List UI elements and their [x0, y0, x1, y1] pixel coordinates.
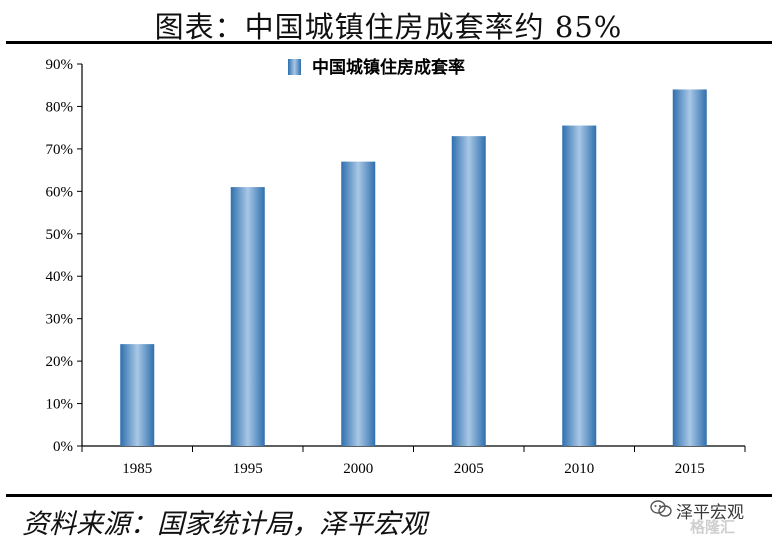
y-tick-label: 90% [46, 57, 74, 73]
bar-2010 [562, 125, 597, 447]
bar-2005 [451, 136, 486, 446]
legend-label: 中国城镇住房成套率 [312, 57, 465, 78]
y-tick-label: 10% [46, 397, 74, 413]
x-tick-label: 1995 [233, 461, 263, 477]
watermark-sub: 格隆汇 [690, 518, 736, 536]
plot-area: 0% 10% 20% 30% 40% 50% 60% 70% 80% 90% 1985 1995 200… [46, 57, 746, 477]
x-tick-label: 2000 [343, 461, 373, 477]
x-tick-label: 1985 [122, 461, 152, 477]
bar-2000 [341, 161, 376, 446]
chart-legend: 中国城镇住房成套率 [288, 57, 465, 78]
wechat-icon [650, 500, 672, 517]
y-tick-label: 40% [46, 269, 74, 285]
bottom-rule [6, 494, 772, 497]
x-tick-label: 2015 [675, 461, 705, 477]
bar-1985 [120, 344, 155, 446]
chart-title: 图表：中国城镇住房成套率约 85% [154, 10, 623, 44]
y-tick-label: 50% [46, 227, 74, 243]
x-tick-label: 2005 [454, 461, 484, 477]
y-tick-label: 0% [53, 439, 73, 455]
x-tick-label: 2010 [564, 461, 594, 477]
y-tick-label: 60% [46, 184, 74, 200]
y-tick-label: 20% [46, 354, 74, 370]
bar-2015 [672, 89, 707, 446]
legend-swatch [288, 59, 301, 75]
source-note: 资料来源：国家统计局，泽平宏观 [22, 509, 427, 540]
watermark: 泽平宏观 格隆汇 [650, 497, 772, 541]
bar-1995 [230, 187, 265, 447]
y-tick-label: 30% [46, 312, 74, 328]
y-tick-label: 80% [46, 99, 74, 115]
y-tick-label: 70% [46, 142, 74, 158]
bar-chart: 中国城镇住房成套率 0% 10% 20% 30% 40% 50% 60% 70% 80% 90% 1… [46, 57, 746, 477]
watermark-brand: 泽平宏观 [676, 503, 744, 523]
top-rule [6, 41, 772, 44]
